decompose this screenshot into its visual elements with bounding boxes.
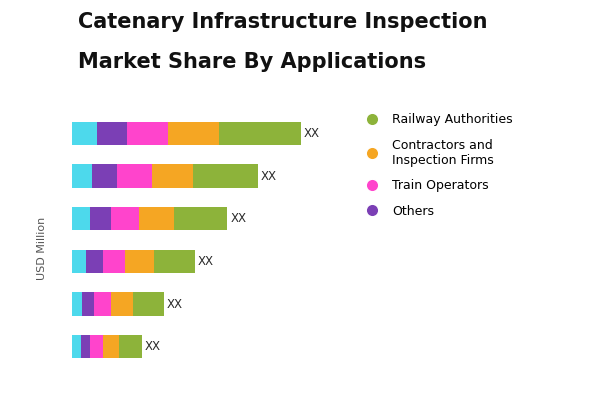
Text: XX: XX: [167, 298, 183, 310]
Bar: [81, 335, 91, 358]
Bar: [72, 335, 81, 358]
Bar: [119, 335, 142, 358]
Bar: [91, 335, 103, 358]
Bar: [91, 207, 111, 230]
Text: Catenary Infrastructure Inspection: Catenary Infrastructure Inspection: [78, 12, 487, 32]
Text: USD Million: USD Million: [37, 216, 47, 280]
Bar: [111, 292, 133, 316]
Text: XX: XX: [145, 340, 161, 353]
Text: XX: XX: [304, 127, 320, 140]
Bar: [92, 164, 117, 188]
Bar: [219, 122, 301, 145]
Bar: [168, 122, 219, 145]
Bar: [111, 207, 139, 230]
Text: Market Share By Applications: Market Share By Applications: [78, 52, 426, 72]
Bar: [133, 292, 164, 316]
Bar: [152, 164, 193, 188]
Bar: [103, 250, 125, 273]
Bar: [127, 122, 168, 145]
Bar: [193, 164, 258, 188]
Bar: [97, 122, 127, 145]
Text: XX: XX: [230, 212, 247, 225]
Bar: [117, 164, 152, 188]
Bar: [139, 207, 174, 230]
Legend: Railway Authorities, Contractors and
Inspection Firms, Train Operators, Others: Railway Authorities, Contractors and Ins…: [360, 113, 513, 218]
Bar: [82, 292, 94, 316]
Bar: [72, 122, 97, 145]
Bar: [72, 164, 92, 188]
Bar: [94, 292, 111, 316]
Text: XX: XX: [261, 170, 277, 182]
Text: XX: XX: [198, 255, 214, 268]
Bar: [86, 250, 103, 273]
Bar: [154, 250, 194, 273]
Bar: [72, 292, 82, 316]
Bar: [125, 250, 154, 273]
Bar: [72, 207, 91, 230]
Bar: [174, 207, 227, 230]
Bar: [72, 250, 86, 273]
Bar: [103, 335, 119, 358]
